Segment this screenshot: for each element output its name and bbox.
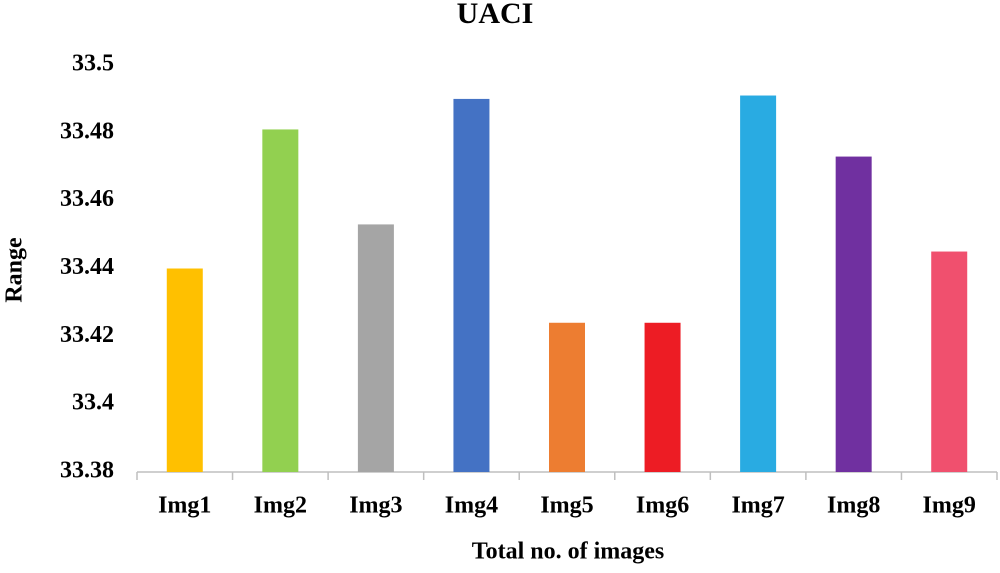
x-tick-label: Img6 <box>636 493 689 519</box>
y-tick-label: 33.4 <box>72 390 114 416</box>
bar <box>166 268 203 472</box>
bar <box>549 322 585 472</box>
y-tick-label: 33.44 <box>60 254 114 280</box>
y-tick-label: 33.38 <box>60 458 114 484</box>
x-tick-label: Img9 <box>923 493 976 519</box>
x-tick-label: Img5 <box>540 493 593 519</box>
x-tick-label: Img2 <box>254 493 307 519</box>
y-tick-label: 33.48 <box>60 118 114 144</box>
x-axis-label: Total no. of images <box>472 539 664 565</box>
bar <box>357 224 394 472</box>
chart-title: UACI <box>457 0 534 30</box>
y-tick-label: 33.42 <box>60 322 114 348</box>
x-tick-label: Img3 <box>349 493 402 519</box>
x-tick-label: Img1 <box>158 493 211 519</box>
x-tick-label: Img7 <box>731 493 784 519</box>
x-tick-label: Img4 <box>445 493 498 519</box>
x-tick-label: Img8 <box>827 493 880 519</box>
y-axis-label: Range <box>2 237 28 303</box>
y-tick-label: 33.46 <box>60 186 114 212</box>
bar <box>453 98 490 473</box>
bar <box>262 129 299 473</box>
y-tick-label: 33.5 <box>72 51 114 77</box>
bar <box>740 95 777 473</box>
bar <box>931 251 968 472</box>
bar <box>644 322 681 472</box>
bar <box>835 156 872 472</box>
